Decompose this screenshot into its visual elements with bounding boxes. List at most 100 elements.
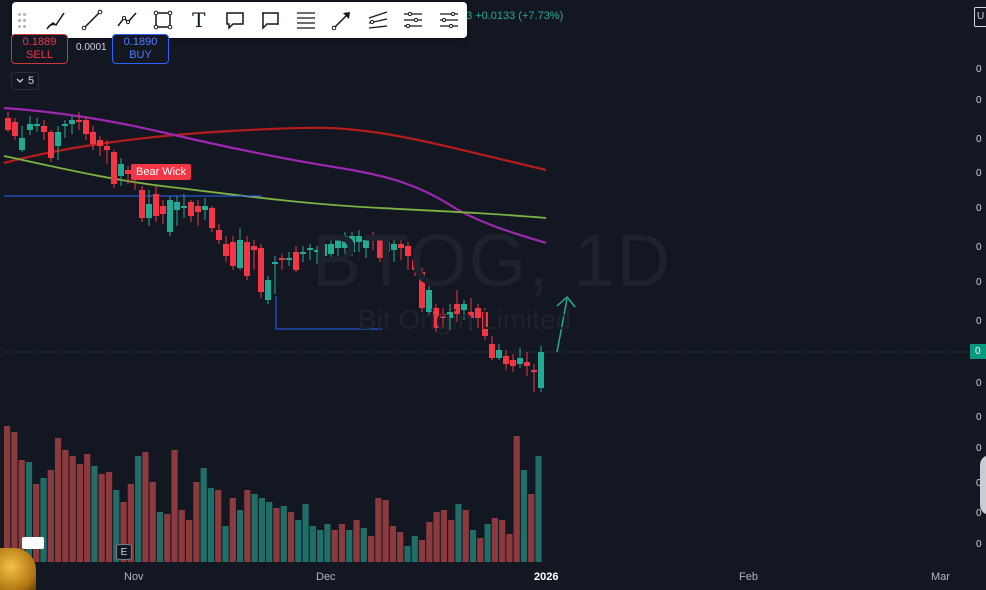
price-tick-label: 0 [976, 316, 982, 327]
candle [104, 140, 110, 164]
candle [251, 240, 257, 270]
drag-handle[interactable] [18, 10, 30, 30]
price-tick-label: 0 [976, 539, 982, 550]
regression-trend-icon[interactable] [360, 5, 396, 35]
bear-wick-label[interactable]: Bear Wick [131, 164, 192, 180]
sell-button[interactable]: 0.1889 SELL [11, 34, 68, 64]
candle-body [174, 202, 180, 210]
candle [475, 304, 481, 328]
candle [265, 276, 271, 304]
earnings-marker[interactable]: E [116, 544, 132, 560]
candle-body [468, 312, 474, 318]
candle [447, 304, 453, 330]
candle [398, 240, 404, 260]
candle-body [398, 244, 404, 248]
up-arrow-drawing[interactable] [556, 295, 576, 353]
candle [125, 166, 131, 184]
volume-bar [207, 488, 215, 562]
candle [510, 354, 516, 372]
candle-body [258, 248, 264, 292]
time-label: Mar [931, 571, 950, 583]
currency-button[interactable]: U [974, 7, 986, 27]
candle-body [356, 236, 362, 242]
candle [160, 200, 166, 224]
candle [118, 158, 124, 186]
candle [363, 236, 369, 258]
volume-bar [236, 510, 244, 562]
comment-icon[interactable] [252, 5, 288, 35]
volume-bar [397, 532, 404, 562]
text-icon[interactable]: T [181, 5, 217, 35]
candle-body [286, 258, 292, 260]
rectangle-icon[interactable] [145, 5, 181, 35]
candle-body [363, 240, 369, 248]
candle-body [111, 152, 117, 184]
candle [314, 246, 320, 264]
volume-bar [4, 426, 11, 562]
volume-bar [302, 504, 309, 562]
path-icon[interactable] [109, 5, 145, 35]
volume-bar [404, 546, 411, 562]
volume-bar [353, 520, 360, 562]
candle [181, 194, 187, 218]
candle [496, 344, 502, 360]
indicators-toggle-button[interactable]: 5 [11, 72, 39, 90]
candle-body [146, 204, 152, 218]
candle-body [237, 240, 243, 268]
price-scale[interactable]: 0 0 0 0 0 0 0 0 0 0 0 0 0 0 [972, 0, 986, 590]
candle [83, 116, 89, 140]
candle [62, 120, 68, 138]
volume-bar [448, 520, 455, 562]
coin-logo-icon [0, 548, 36, 590]
volume-bar [462, 510, 469, 562]
candle-body [251, 246, 257, 250]
candle-body [391, 244, 397, 250]
volume-bar [40, 478, 47, 562]
candle [482, 308, 488, 340]
candle-body [328, 244, 334, 254]
candle [19, 126, 25, 152]
support-bracket[interactable] [275, 296, 382, 330]
candle-body [118, 164, 124, 176]
brush-icon[interactable] [38, 5, 74, 35]
fib-retracement-icon[interactable] [288, 5, 324, 35]
text-glyph: T [192, 8, 206, 32]
volume-bar [127, 484, 134, 562]
pitchfork-icon[interactable] [395, 5, 431, 35]
candle [174, 196, 180, 226]
trend-line-icon[interactable] [74, 5, 110, 35]
parallel-channel-icon[interactable] [431, 5, 467, 35]
price-tick-label: 0 [976, 443, 982, 454]
candle-body [510, 360, 516, 366]
volume-bar [491, 518, 498, 562]
candle [146, 190, 152, 226]
candle [48, 130, 54, 162]
candle-body [209, 208, 215, 228]
volume-bar [338, 524, 346, 562]
buy-button[interactable]: 0.1890 BUY [112, 34, 169, 64]
candle-body [349, 236, 355, 252]
candle-body [321, 244, 327, 256]
candle-body [342, 236, 348, 248]
volume-bar [142, 452, 149, 562]
candle [195, 200, 201, 226]
tradingview-logo-icon[interactable] [22, 537, 44, 549]
candle-body [461, 304, 467, 310]
candle-body [475, 308, 481, 318]
time-label: 2026 [534, 571, 559, 583]
volume-bar [251, 494, 258, 562]
candle [244, 236, 250, 280]
candle [349, 232, 355, 256]
side-panel-handle[interactable] [980, 455, 986, 515]
spread-value: 0.0001 [76, 42, 107, 53]
volume-bar [135, 456, 142, 562]
candle [356, 230, 362, 252]
volume-bar [11, 432, 18, 562]
volume-bar [324, 524, 331, 562]
candle-body [188, 202, 194, 216]
arrow-marker-icon[interactable] [324, 5, 360, 35]
candle-body [300, 252, 306, 254]
price-tick-label: 0 [976, 168, 982, 179]
callout-icon[interactable] [217, 5, 253, 35]
